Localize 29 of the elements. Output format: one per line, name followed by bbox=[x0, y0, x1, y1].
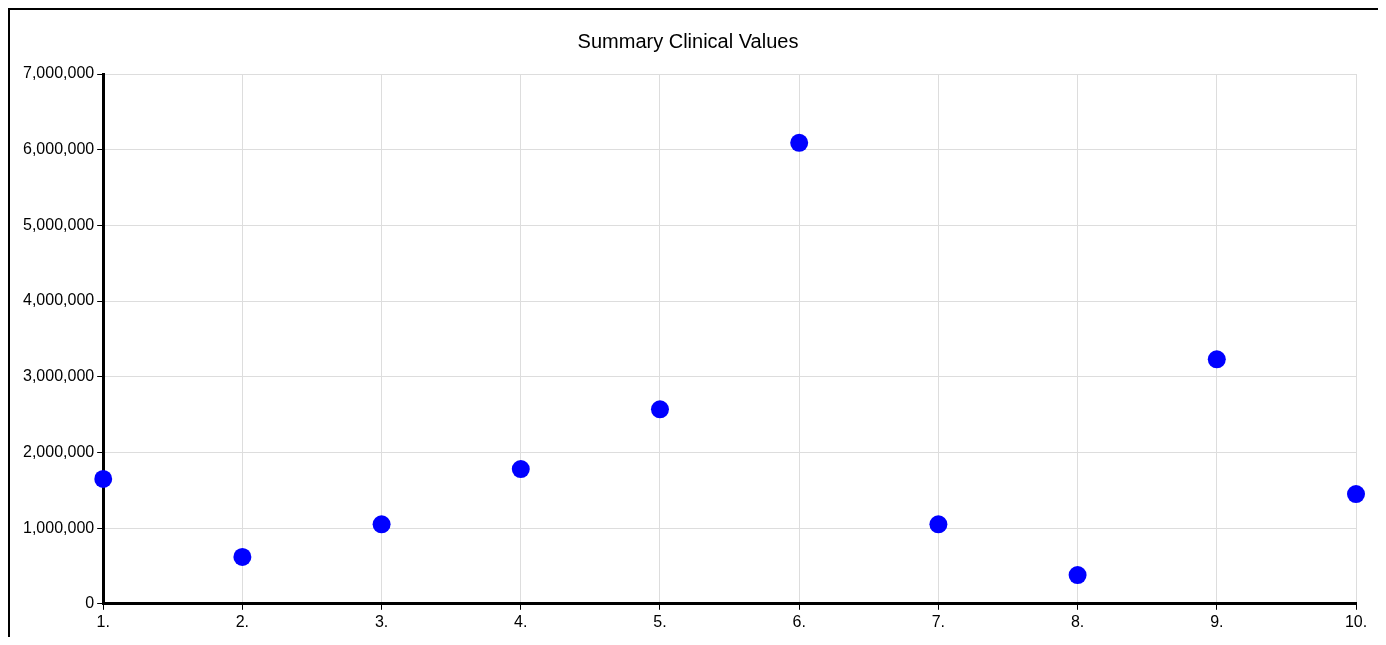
y-tick-label: 4,000,000 bbox=[22, 291, 95, 309]
x-tick-label: 7. bbox=[931, 612, 946, 630]
x-tick-label: 4. bbox=[514, 612, 528, 630]
x-tick-label: 6. bbox=[792, 612, 806, 630]
point bbox=[511, 460, 530, 479]
x-tick-label: 8. bbox=[1070, 612, 1085, 630]
x-tick-label: 5. bbox=[653, 612, 667, 630]
point bbox=[790, 133, 809, 152]
point bbox=[1347, 485, 1365, 504]
x-tick-label: 2. bbox=[235, 612, 250, 630]
point bbox=[929, 515, 948, 534]
y-tick-label: 5,000,000 bbox=[22, 215, 95, 233]
point bbox=[233, 547, 252, 566]
y-tick-label: 0 bbox=[85, 594, 95, 612]
point bbox=[94, 469, 113, 488]
x-tick-label: 3. bbox=[374, 612, 389, 630]
y-tick-label: 3,000,000 bbox=[22, 367, 95, 385]
point bbox=[1207, 350, 1226, 369]
y-tick-label: 6,000,000 bbox=[22, 140, 95, 158]
chart-title: Summary Clinical Values bbox=[577, 29, 799, 52]
y-tick-label: 7,000,000 bbox=[22, 64, 95, 82]
y-tick-label: 2,000,000 bbox=[22, 442, 95, 460]
x-tick-label: 10. bbox=[1344, 612, 1368, 630]
point bbox=[1068, 566, 1087, 585]
y-tick-label: 1,000,000 bbox=[22, 518, 95, 536]
point bbox=[650, 400, 669, 419]
x-tick-label: 9. bbox=[1210, 612, 1224, 630]
x-tick-label: 1. bbox=[96, 612, 110, 630]
point bbox=[372, 515, 391, 534]
